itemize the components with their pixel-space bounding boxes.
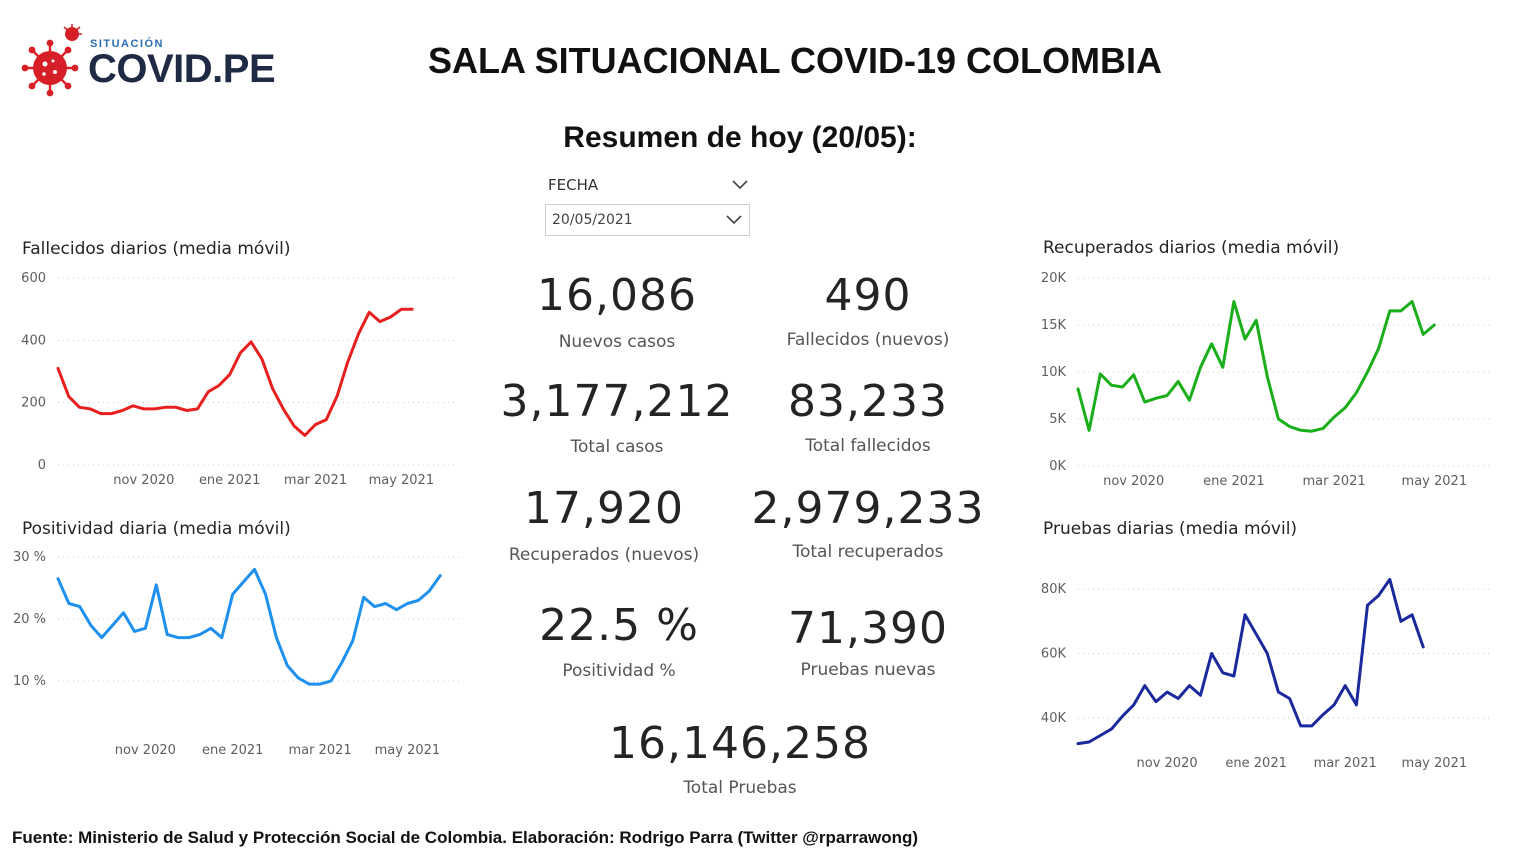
chart-fallecidos: 0 200 400 600 nov 2020 ene 2021 mar 2021 may 20… [21, 271, 455, 488]
kpi-total-recuperados-label: Total recuperados [792, 542, 944, 562]
chevron-down-icon [726, 215, 742, 225]
chart-title-fallecidos: Fallecidos diarios (media móvil) [22, 239, 291, 259]
date-dropdown[interactable]: 20/05/2021 [545, 204, 750, 236]
chart-positividad: 10 % 20 % 30 % nov 2020 ene 2021 mar 2021 may … [13, 550, 462, 758]
y-tick-label: 400 [21, 333, 46, 348]
series-line [56, 307, 414, 437]
y-tick-label: 200 [21, 396, 46, 411]
chart-pruebas: 40K 60K 80K nov 2020 ene 2021 mar 2021 may 202… [1041, 577, 1490, 771]
y-tick-label: 20 % [13, 612, 46, 627]
x-tick-label: may 2021 [369, 473, 435, 488]
chart-title-recuperados: Recuperados diarios (media móvil) [1043, 238, 1340, 258]
kpi-positividad-value: 22.5 % [539, 600, 699, 651]
y-tick-label: 0K [1049, 459, 1066, 474]
kpi-nuevos-casos-label: Nuevos casos [558, 332, 676, 352]
x-tick-label: ene 2021 [1225, 756, 1286, 771]
y-tick-label: 80K [1041, 582, 1067, 597]
source-footer: Fuente: Ministerio de Salud y Protección… [12, 828, 919, 847]
kpi-recuperados-nuevos-label: Recuperados (nuevos) [508, 545, 700, 565]
kpi-total-fallecidos-value: 83,233 [788, 376, 948, 427]
date-slicer-label: FECHA [548, 176, 599, 194]
y-tick-label: 40K [1041, 711, 1067, 726]
x-tick-label: mar 2021 [1303, 474, 1366, 489]
y-tick-label: 600 [21, 271, 46, 286]
summary-title: Resumen de hoy (20/05): [563, 121, 917, 154]
series-line [1076, 300, 1436, 433]
kpi-total-pruebas-value: 16,146,258 [609, 718, 871, 769]
kpi-pruebas-nuevas-label: Pruebas nuevas [800, 660, 936, 680]
kpi-total-casos-value: 3,177,212 [500, 376, 734, 427]
kpi-fallecidos-nuevos-label: Fallecidos (nuevos) [786, 330, 950, 350]
x-tick-label: mar 2021 [1314, 756, 1377, 771]
covid-pe-logo: SITUACIÓN COVID.PE [20, 24, 276, 102]
chart-title-positividad: Positividad diaria (media móvil) [22, 519, 291, 539]
y-tick-label: 15K [1041, 318, 1067, 333]
logo-wordmark: COVID.PE [88, 47, 276, 91]
y-tick-label: 0 [38, 458, 46, 473]
series-line [56, 567, 442, 686]
kpi-total-fallecidos-label: Total fallecidos [805, 436, 931, 456]
y-tick-label: 20K [1041, 271, 1067, 286]
x-tick-label: ene 2021 [1203, 474, 1264, 489]
y-tick-label: 5K [1049, 412, 1066, 427]
kpi-pruebas-nuevas-value: 71,390 [788, 603, 948, 654]
x-tick-label: nov 2020 [1103, 474, 1164, 489]
date-dropdown-value: 20/05/2021 [552, 212, 633, 228]
y-tick-label: 10K [1041, 365, 1067, 380]
kpi-total-recuperados-value: 2,979,233 [751, 483, 985, 534]
kpi-nuevos-casos-value: 16,086 [537, 270, 697, 321]
x-tick-label: nov 2020 [1137, 756, 1198, 771]
x-tick-label: nov 2020 [115, 743, 176, 758]
x-tick-label: ene 2021 [202, 743, 263, 758]
y-tick-label: 30 % [13, 550, 46, 565]
logo-subtitle: SITUACIÓN [90, 38, 164, 50]
x-tick-label: may 2021 [1402, 756, 1468, 771]
page-title: SALA SITUACIONAL COVID-19 COLOMBIA [427, 40, 1163, 81]
chart-title-pruebas: Pruebas diarias (media móvil) [1043, 519, 1298, 539]
x-tick-label: mar 2021 [284, 473, 347, 488]
kpi-recuperados-nuevos-value: 17,920 [524, 483, 684, 534]
virus-icon [21, 24, 82, 97]
kpi-total-pruebas-label: Total Pruebas [683, 778, 797, 798]
kpi-positividad-label: Positividad % [562, 661, 676, 681]
y-tick-label: 10 % [13, 674, 46, 689]
x-tick-label: ene 2021 [199, 473, 260, 488]
x-tick-label: mar 2021 [288, 743, 351, 758]
y-tick-label: 60K [1041, 646, 1067, 661]
kpi-total-casos-label: Total casos [570, 437, 664, 457]
series-line [1076, 577, 1425, 746]
chart-recuperados: 0K 5K 10K 15K 20K nov 2020 ene 2021 mar 2021 may… [1041, 271, 1490, 489]
x-tick-label: nov 2020 [113, 473, 174, 488]
x-tick-label: may 2021 [375, 743, 441, 758]
chevron-down-icon[interactable] [730, 176, 750, 194]
x-tick-label: may 2021 [1402, 474, 1468, 489]
kpi-fallecidos-nuevos-value: 490 [824, 270, 912, 321]
